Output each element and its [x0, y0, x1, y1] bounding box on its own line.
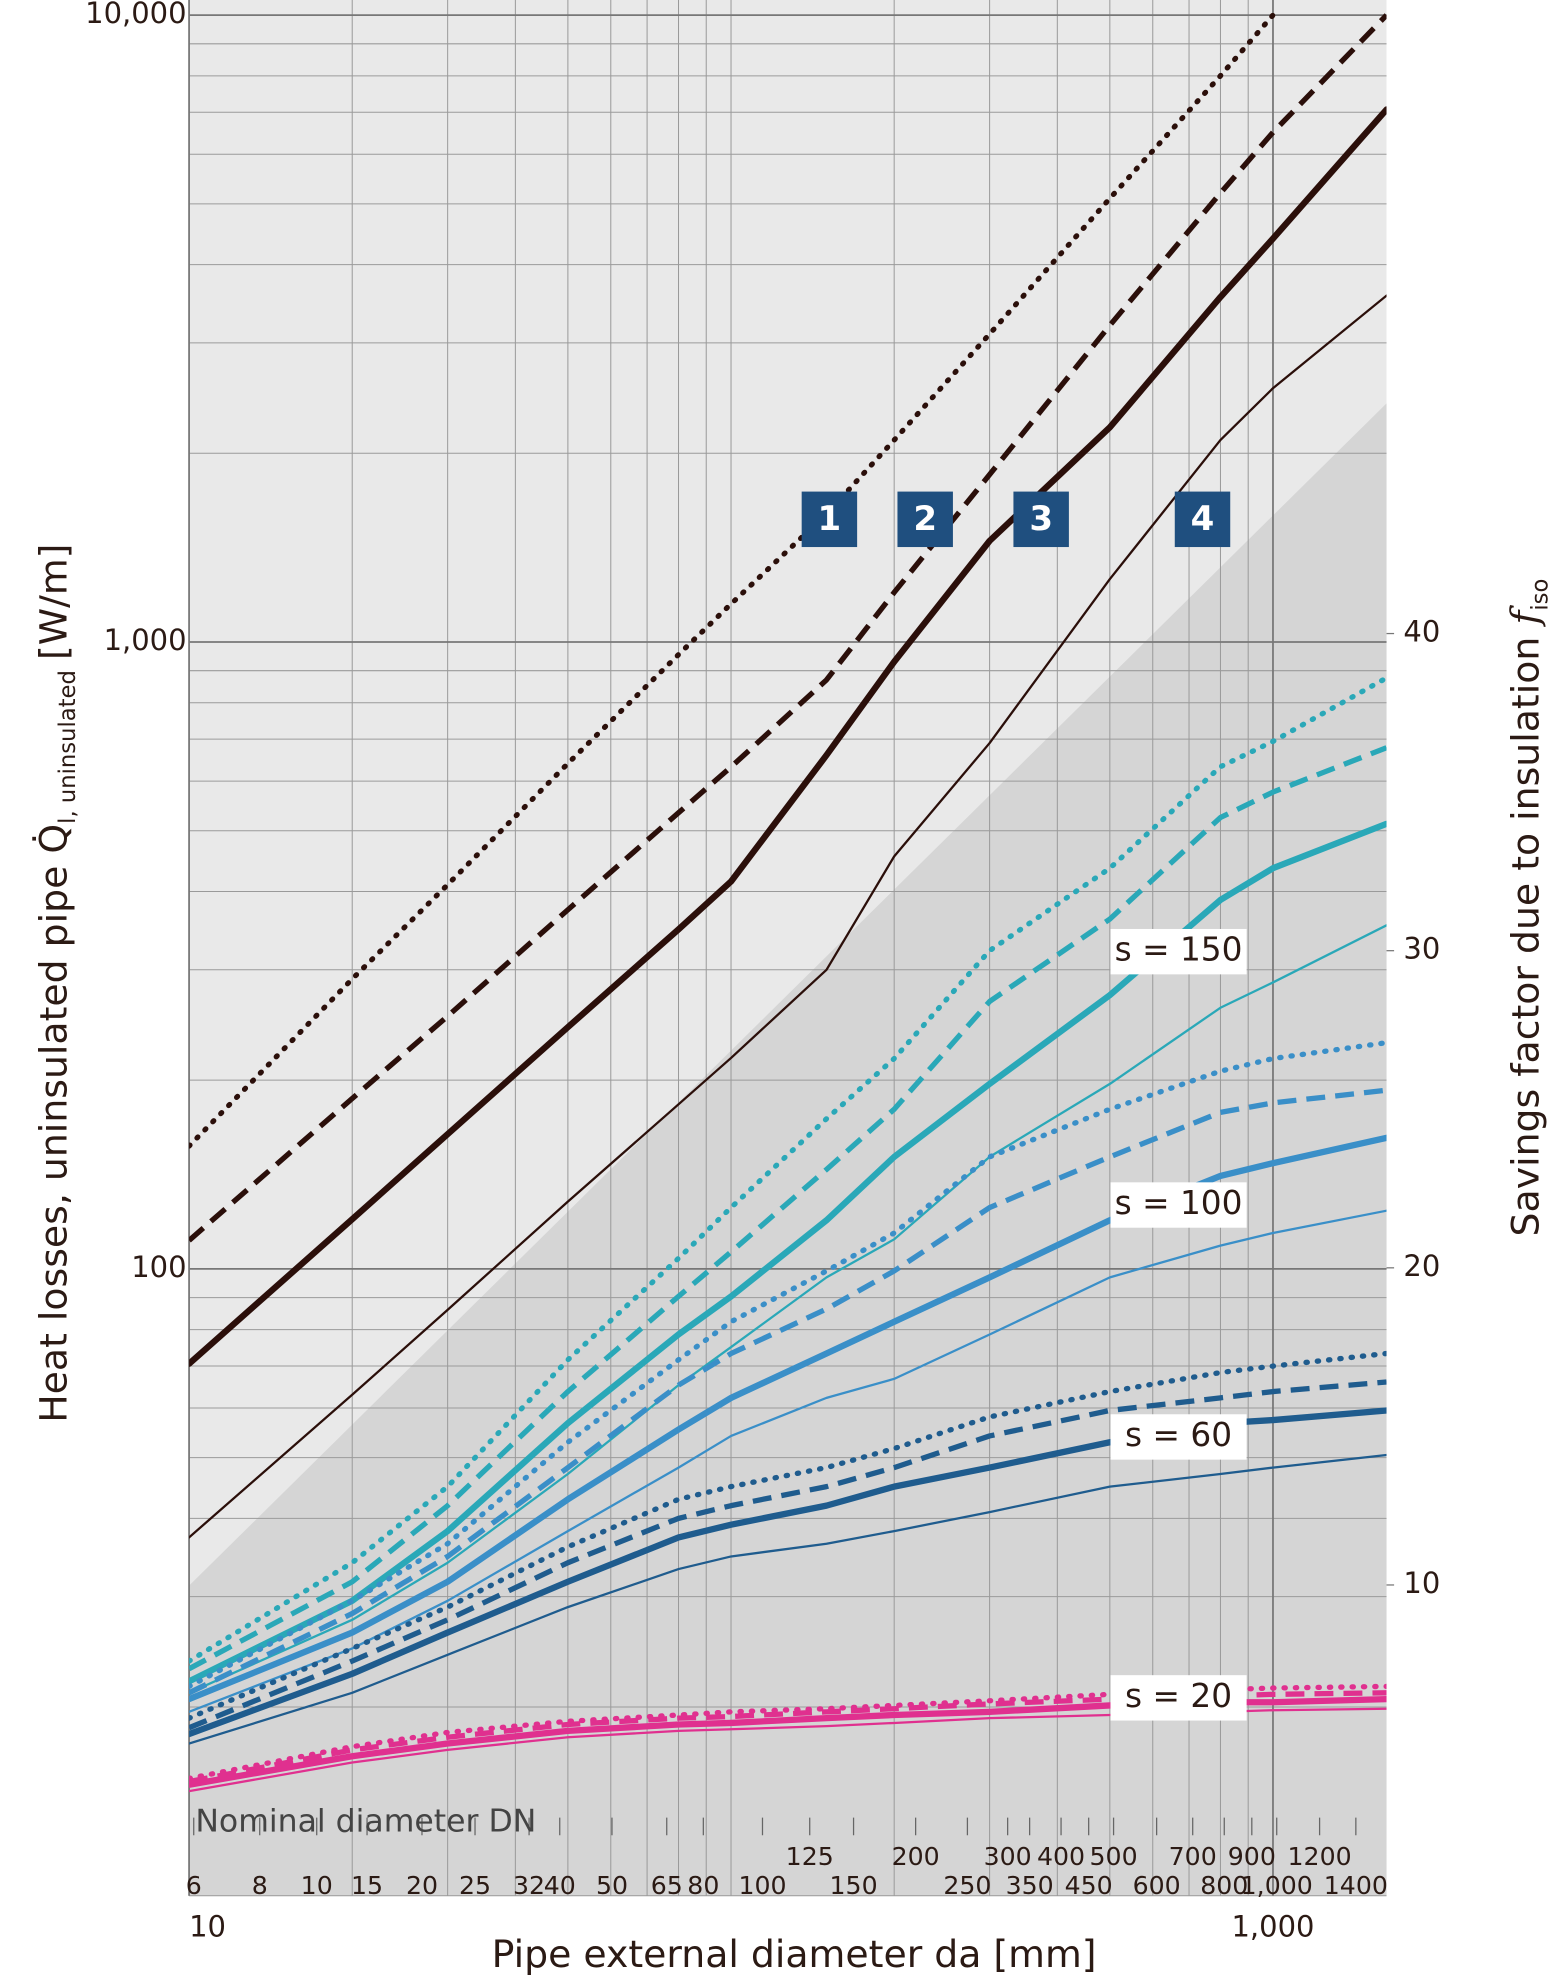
line-thin [189, 1453, 1387, 1745]
line-thin [189, 294, 1387, 1539]
dn-label: 150 [830, 1871, 878, 1900]
line-thin [189, 924, 1387, 1694]
dn-label: 10 [301, 1871, 333, 1900]
line-dotted [189, 1040, 1387, 1690]
line-dotted [189, 1350, 1387, 1721]
dn-label: 800 [1200, 1871, 1248, 1900]
line-dashed [189, 1690, 1387, 1785]
curves [189, 12, 1387, 1793]
dn-label: 20 [406, 1871, 438, 1900]
dn-label: 300 [984, 1842, 1032, 1871]
group-label: s = 150 [1115, 931, 1243, 969]
y2-label-text: Savings factor due to insulation [1503, 625, 1547, 1237]
line-dotted [189, 675, 1387, 1664]
y2-axis-label: Savings factor due to insulation fiso [1502, 579, 1553, 1237]
line-dotted [189, 1683, 1387, 1782]
y-label-sub: l, uninsulated [55, 670, 81, 824]
dn-label: 1400 [1324, 1871, 1388, 1900]
line-thick [189, 106, 1387, 1367]
group-label-box [1110, 1414, 1247, 1460]
dn-title: Nominal diameter DN [195, 1804, 536, 1840]
dn-label: 400 [1037, 1842, 1085, 1871]
series-badge-label: 3 [1029, 499, 1053, 539]
dn-label: 100 [738, 1871, 786, 1900]
x-tick-label: 1,000 [1231, 1910, 1314, 1944]
line-thick [189, 1134, 1387, 1703]
y2-tick-label: 20 [1403, 1249, 1440, 1283]
dn-label: 125 [786, 1842, 834, 1871]
group-label: s = 20 [1125, 1677, 1232, 1715]
dn-label: 450 [1065, 1871, 1113, 1900]
dn-label: 1200 [1288, 1842, 1352, 1871]
y-tick-label: 100 [131, 1250, 186, 1284]
dn-label: 6 [186, 1871, 202, 1900]
shaded-region [189, 403, 1387, 1896]
dn-label: 1,000 [1241, 1871, 1313, 1900]
line-dashed [189, 13, 1387, 1243]
y-tick-label: 10,000 [85, 0, 186, 30]
line-dashed [189, 1087, 1387, 1696]
dn-label: 80 [687, 1871, 719, 1900]
dn-label: 700 [1169, 1842, 1217, 1871]
series-badge-label: 4 [1191, 499, 1215, 539]
group-label-box [1110, 1675, 1247, 1721]
x-axis-label: Pipe external diameter da [mm] [492, 1932, 1097, 1976]
dn-label: 15 [351, 1871, 383, 1900]
x-tick-label: 10 [189, 1910, 226, 1944]
series-badge [897, 491, 953, 548]
series-badge [801, 491, 858, 548]
dn-label: 900 [1228, 1842, 1276, 1871]
y2-tick-label: 40 [1403, 615, 1440, 649]
line-thick [189, 820, 1387, 1685]
y2-label-symbol: f [1502, 605, 1546, 628]
dn-label: 32 [513, 1871, 545, 1900]
y-axis-label: Heat losses, uninsulated pipe Q̇l, unins… [31, 544, 81, 1423]
y-label-text: Heat losses, uninsulated pipe Q̇ [31, 824, 75, 1423]
dn-label: 500 [1090, 1842, 1138, 1871]
group-label-box [1110, 928, 1247, 975]
labels: 100 1,000 10,000 10 20 30 40 10 1,000 6 8 10 15 20 25 3… [85, 0, 1440, 1944]
dn-label: 600 [1133, 1871, 1181, 1900]
dn-label: 40 [544, 1871, 576, 1900]
dn-label: 250 [943, 1871, 991, 1900]
series-badge-label: 1 [818, 499, 842, 539]
y2-tick-label: 10 [1403, 1566, 1440, 1600]
line-thin [189, 1209, 1387, 1713]
dn-label: 350 [1006, 1871, 1054, 1900]
series-badge [1013, 491, 1069, 548]
y-label-unit: [W/m] [31, 544, 75, 660]
line-dotted [189, 12, 1276, 1149]
dn-label: 65 [651, 1871, 683, 1900]
dn-label: 200 [892, 1842, 940, 1871]
group-label: s = 100 [1115, 1184, 1243, 1222]
dn-label: 25 [459, 1871, 491, 1900]
series-badge-label: 2 [913, 499, 937, 539]
y2-label-sub: iso [1527, 579, 1553, 611]
group-label-box [1110, 1182, 1247, 1228]
line-dashed [189, 745, 1387, 1672]
group-label: s = 60 [1125, 1416, 1232, 1454]
dn-label: 8 [252, 1871, 268, 1900]
y2-tick-label: 30 [1403, 932, 1440, 966]
dn-label: 50 [596, 1871, 628, 1900]
series-badge [1174, 491, 1231, 548]
y-tick-label: 1,000 [104, 623, 187, 657]
line-dashed [189, 1379, 1387, 1731]
